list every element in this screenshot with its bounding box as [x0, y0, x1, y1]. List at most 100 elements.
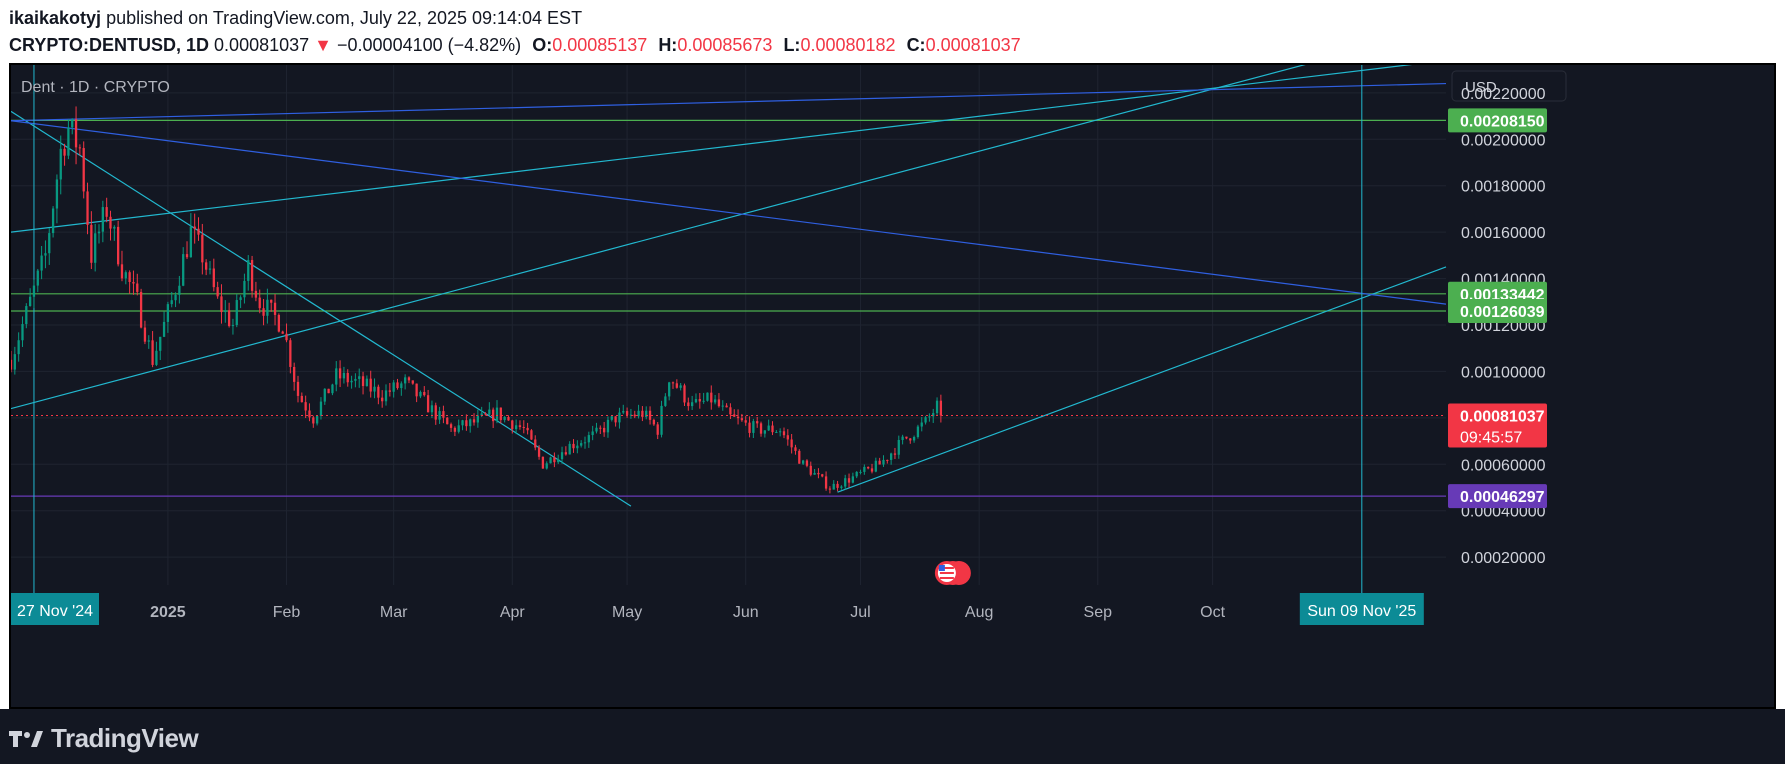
candle-body[interactable]	[725, 405, 728, 408]
candle-body[interactable]	[874, 460, 877, 472]
candle-body[interactable]	[128, 272, 131, 283]
candle-body[interactable]	[645, 410, 648, 417]
candle-body[interactable]	[136, 283, 139, 292]
candle-body[interactable]	[243, 280, 246, 298]
candle-body[interactable]	[430, 405, 434, 413]
candle-body[interactable]	[151, 340, 154, 365]
candle-body[interactable]	[327, 388, 330, 394]
candle-body[interactable]	[824, 476, 828, 489]
candle-body[interactable]	[147, 340, 150, 342]
candle-body[interactable]	[308, 410, 311, 418]
candle-body[interactable]	[296, 381, 300, 396]
candle-body[interactable]	[338, 368, 342, 379]
candle-body[interactable]	[480, 413, 483, 416]
candle-body[interactable]	[514, 425, 518, 430]
candle-body[interactable]	[254, 290, 258, 298]
candle-body[interactable]	[469, 419, 472, 427]
candle-body[interactable]	[90, 224, 93, 263]
candle-body[interactable]	[518, 425, 522, 427]
candle-body[interactable]	[495, 407, 499, 422]
candle-body[interactable]	[794, 447, 797, 451]
candle-body[interactable]	[633, 414, 636, 417]
candle-body[interactable]	[220, 296, 223, 313]
candle-body[interactable]	[763, 430, 767, 434]
candle-body[interactable]	[587, 435, 590, 443]
candle-body[interactable]	[132, 282, 135, 284]
candle-body[interactable]	[828, 488, 832, 490]
candle-body[interactable]	[438, 411, 441, 420]
candle-body[interactable]	[652, 419, 656, 425]
candle-body[interactable]	[323, 388, 326, 402]
candle-body[interactable]	[205, 262, 208, 270]
candle-body[interactable]	[637, 410, 640, 417]
candle-body[interactable]	[912, 437, 916, 441]
candle-body[interactable]	[109, 216, 112, 229]
candle-body[interactable]	[258, 297, 261, 309]
candle-body[interactable]	[97, 231, 101, 234]
candle-body[interactable]	[434, 405, 437, 420]
candle-body[interactable]	[113, 226, 116, 229]
candle-body[interactable]	[446, 417, 449, 425]
candle-body[interactable]	[335, 368, 338, 385]
candle-body[interactable]	[231, 325, 235, 327]
candle-body[interactable]	[315, 415, 319, 424]
candle-body[interactable]	[840, 486, 843, 488]
candle-body[interactable]	[782, 431, 786, 436]
candle-body[interactable]	[358, 376, 361, 379]
candle-body[interactable]	[805, 460, 809, 466]
candle-body[interactable]	[641, 410, 644, 417]
candle-body[interactable]	[568, 443, 571, 455]
candle-body[interactable]	[729, 407, 732, 415]
candle-body[interactable]	[859, 471, 862, 473]
candle-body[interactable]	[932, 413, 935, 417]
candle-body[interactable]	[67, 127, 70, 156]
candle-body[interactable]	[354, 378, 357, 381]
candle-body[interactable]	[465, 420, 468, 427]
author-name[interactable]: ikaikakotyj	[9, 8, 102, 28]
candle-body[interactable]	[599, 427, 602, 429]
candle-body[interactable]	[277, 314, 281, 332]
candle-body[interactable]	[63, 148, 66, 156]
candle-body[interactable]	[886, 459, 889, 461]
candle-body[interactable]	[606, 419, 610, 433]
candle-body[interactable]	[293, 366, 296, 382]
candle-body[interactable]	[679, 385, 682, 388]
candle-body[interactable]	[511, 420, 514, 430]
candle-body[interactable]	[771, 425, 774, 433]
candle-body[interactable]	[939, 400, 943, 416]
candle-body[interactable]	[492, 409, 495, 422]
candle-body[interactable]	[143, 327, 147, 342]
candle-body[interactable]	[17, 340, 20, 355]
candle-body[interactable]	[537, 447, 541, 457]
candle-body[interactable]	[786, 435, 789, 440]
candle-body[interactable]	[660, 405, 663, 435]
tradingview-logo[interactable]: TradingView	[9, 723, 199, 754]
candle-body[interactable]	[733, 414, 736, 417]
candle-body[interactable]	[415, 383, 418, 397]
candle-body[interactable]	[656, 424, 659, 435]
candle-body[interactable]	[530, 430, 533, 440]
candle-body[interactable]	[690, 402, 694, 407]
candle-body[interactable]	[648, 410, 652, 420]
candle-body[interactable]	[821, 474, 824, 477]
candle-body[interactable]	[51, 208, 55, 234]
candle-body[interactable]	[675, 383, 678, 388]
candle-body[interactable]	[759, 423, 763, 434]
candle-body[interactable]	[201, 234, 204, 263]
candle-body[interactable]	[924, 417, 927, 423]
candle-body[interactable]	[155, 350, 158, 365]
candle-body[interactable]	[426, 395, 430, 413]
candle-body[interactable]	[717, 399, 721, 407]
candle-body[interactable]	[756, 421, 759, 424]
candle-body[interactable]	[798, 450, 801, 464]
candle-body[interactable]	[289, 340, 292, 367]
candle-body[interactable]	[331, 384, 334, 394]
candle-body[interactable]	[748, 422, 751, 433]
candle-body[interactable]	[442, 411, 445, 418]
candle-body[interactable]	[905, 436, 908, 439]
candle-body[interactable]	[909, 438, 912, 441]
candle-body[interactable]	[170, 300, 173, 305]
candle-body[interactable]	[13, 354, 16, 370]
candle-body[interactable]	[484, 413, 487, 415]
